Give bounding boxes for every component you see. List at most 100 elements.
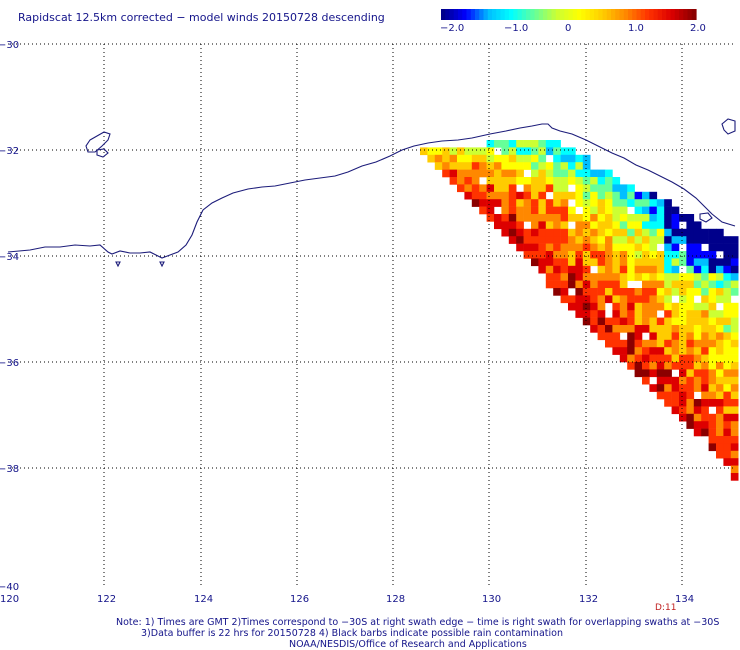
- island-outline: [699, 212, 713, 223]
- swath-cell: [656, 206, 665, 215]
- swath-cell: [627, 214, 635, 222]
- swath-cell: [457, 154, 465, 163]
- swath-cell: [590, 302, 598, 311]
- colorbar-tick-label: 0: [565, 23, 571, 34]
- swath-cell: [612, 199, 621, 207]
- swath-cell: [693, 399, 702, 407]
- swath-cell: [686, 325, 695, 333]
- colorbar-segment: [492, 9, 497, 20]
- swath-cell: [693, 406, 702, 415]
- swath-cell: [568, 169, 576, 178]
- swath-cell: [619, 347, 628, 355]
- swath-cell: [723, 302, 732, 311]
- swath-cell: [716, 280, 724, 289]
- swath-cell: [708, 265, 717, 274]
- swath-cell: [730, 265, 739, 274]
- swath-cell: [479, 147, 487, 156]
- swath-cell: [716, 310, 724, 318]
- colorbar-segment: [530, 9, 536, 20]
- swath-cell: [494, 177, 502, 185]
- mainland-coastline: [7, 123, 736, 259]
- swath-cell: [471, 154, 480, 163]
- lon-tick-label: 122: [97, 594, 116, 605]
- swath-cell: [634, 221, 643, 230]
- swath-cell: [597, 325, 606, 333]
- swath-cell: [642, 325, 650, 333]
- swath-cell: [701, 325, 709, 333]
- swath-cell: [582, 273, 591, 281]
- swath-cell: [568, 251, 576, 259]
- swath-cell: [471, 191, 480, 200]
- swath-cell: [508, 147, 517, 156]
- colorbar-segment: [543, 9, 548, 20]
- swath-cell: [671, 354, 680, 363]
- swath-cell: [568, 243, 576, 252]
- swath-cell: [716, 288, 724, 296]
- swath-cell: [619, 288, 628, 296]
- swath-cell: [568, 162, 576, 170]
- longitude-labels: 120 122 124 126 128 130 132 134: [0, 594, 694, 605]
- swath-cell: [723, 399, 732, 407]
- swath-cell: [553, 265, 561, 274]
- swath-cell: [494, 154, 502, 163]
- swath-cell: [730, 325, 739, 333]
- colorbar-segment: [445, 9, 451, 20]
- colorbar-segment: [598, 9, 604, 20]
- swath-cell: [605, 280, 613, 289]
- swath-cell: [642, 265, 650, 274]
- swath-cell: [701, 362, 709, 370]
- swath-cell: [686, 332, 695, 341]
- swath-cell: [723, 295, 732, 304]
- swath-cell: [642, 288, 650, 296]
- swath-cell: [642, 206, 650, 215]
- swath-cell: [619, 236, 628, 244]
- swath-cell: [656, 221, 665, 230]
- swath-cell: [649, 228, 658, 237]
- swath-cell: [619, 258, 628, 267]
- swath-cell: [656, 295, 665, 304]
- swath-cell: [708, 317, 717, 326]
- swath-cell: [686, 413, 695, 422]
- swath-cell: [649, 317, 658, 326]
- swath-cell: [671, 376, 680, 385]
- swath-cell: [590, 206, 598, 215]
- swath-cell: [671, 339, 680, 348]
- swath-cell: [642, 221, 650, 230]
- swath-cell: [597, 236, 606, 244]
- swath-cell: [649, 354, 658, 363]
- swath-cell: [508, 154, 517, 163]
- swath-cell: [605, 221, 613, 230]
- swath-cell: [649, 288, 658, 296]
- swath-cell: [612, 288, 621, 296]
- swath-cell: [538, 177, 547, 185]
- swath-cell: [708, 347, 717, 355]
- swath-cell: [708, 243, 717, 252]
- swath-cell: [634, 206, 643, 215]
- swath-cell: [597, 273, 606, 281]
- colorbar-segment: [649, 9, 655, 20]
- colorbar-segment: [602, 9, 608, 20]
- swath-cell: [730, 450, 739, 459]
- swath-cell: [464, 154, 473, 163]
- colorbar-segment: [679, 9, 684, 20]
- swath-cell: [531, 228, 539, 237]
- colorbar-segment: [636, 9, 642, 20]
- swath-cell: [664, 347, 672, 355]
- swath-cell: [679, 391, 687, 400]
- swath-cell: [471, 177, 480, 185]
- swath-cell: [656, 384, 665, 392]
- swath-cell: [590, 280, 598, 289]
- swath-cell: [693, 317, 702, 326]
- footnote-line: Note: 1) Times are GMT 2)Times correspon…: [116, 617, 719, 628]
- swath-cell: [671, 332, 680, 341]
- swath-cell: [582, 184, 591, 193]
- swath-cell: [545, 206, 554, 215]
- swath-cell: [501, 154, 510, 163]
- swath-cell: [730, 339, 739, 348]
- swath-cell: [664, 391, 672, 400]
- swath-cell: [516, 177, 524, 185]
- swath-cell: [730, 317, 739, 326]
- coastline: [7, 118, 736, 268]
- swath-cell: [627, 228, 635, 237]
- swath-cell: [531, 243, 539, 252]
